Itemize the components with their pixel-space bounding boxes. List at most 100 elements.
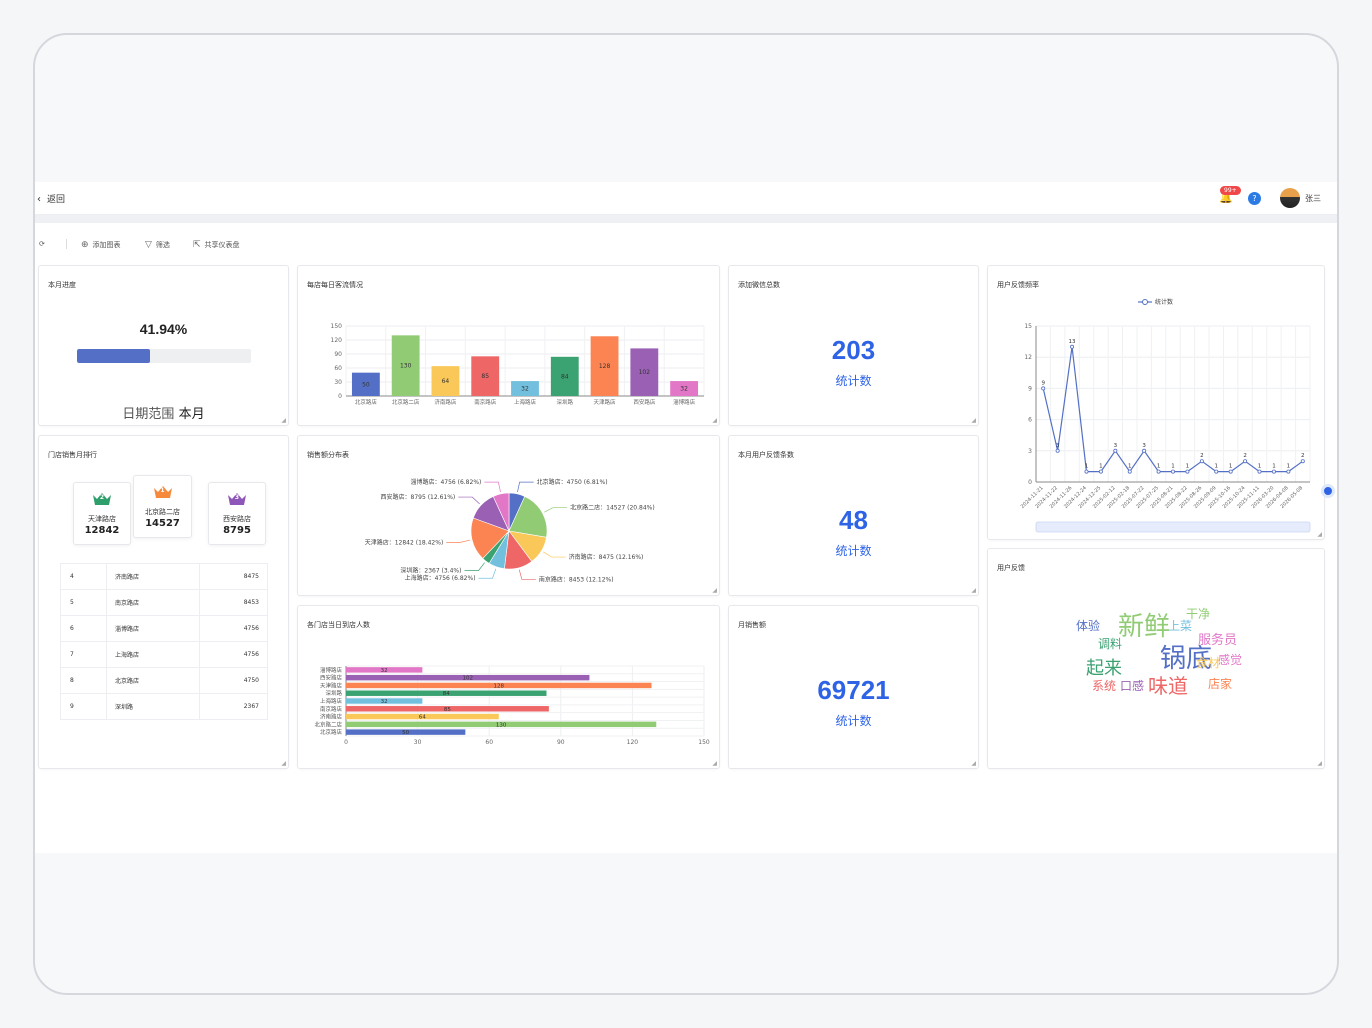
daily-traffic-card: 每店每日客流情况 0 30 60 90 120 150 50 北京路店 130 北京路二店 64 济南… — [297, 265, 720, 426]
data-label: 1 — [1272, 464, 1276, 470]
filter-button[interactable]: ▽ 筛选 — [145, 240, 170, 250]
card-title: 门店销售月排行 — [48, 451, 97, 459]
table-row: 9 深圳路 2367 — [60, 693, 269, 720]
bar-value-label: 102 — [462, 676, 473, 682]
word-cloud: 新鲜 锅底 味道 起来 服务员 调料 体验 干净 上菜 食材 感觉 店家 系统 口感 — [1058, 594, 1268, 744]
progress-fill — [77, 349, 150, 363]
bar — [346, 706, 549, 712]
bar-value-label: 32 — [680, 386, 688, 393]
filter-label: 筛选 — [155, 241, 170, 249]
pie-label: 南京路店：8453 (12.12%) — [539, 575, 614, 583]
x-tick-label: 60 — [485, 739, 493, 746]
card-title: 每店每日客流情况 — [307, 281, 363, 289]
word: 新鲜 — [1118, 612, 1171, 642]
resize-handle[interactable]: ◢ — [971, 417, 976, 424]
word: 上菜 — [1168, 619, 1193, 633]
y-tick-label: 150 — [331, 323, 343, 330]
data-point — [1286, 469, 1291, 474]
resize-handle[interactable]: ◢ — [281, 417, 286, 424]
rank-number: 1 — [160, 487, 165, 494]
pie-label: 天津路店：12842 (18.42%) — [365, 538, 444, 546]
resize-handle[interactable]: ◢ — [712, 587, 717, 594]
x-tick-label: 南京路店 — [474, 398, 497, 406]
data-point — [1170, 469, 1175, 474]
resize-handle[interactable]: ◢ — [1317, 531, 1322, 538]
resize-handle[interactable]: ◢ — [971, 760, 976, 767]
table-row: 6 淄博路店 4756 — [60, 615, 269, 642]
table-row: 5 南京路店 8453 — [60, 589, 269, 616]
resize-handle[interactable]: ◢ — [712, 417, 717, 424]
store-name-cell: 北京路店 — [106, 667, 200, 694]
bar — [471, 356, 500, 396]
notification-badge: 99+ — [1220, 186, 1241, 195]
y-tick-label: 6 — [1028, 417, 1032, 424]
resize-handle[interactable]: ◢ — [281, 760, 286, 767]
month-feedback-card: 本月用户反馈条数 48 统计数 ◢ — [728, 435, 979, 596]
pie-label: 济南路店：8475 (12.16%) — [569, 553, 644, 561]
data-label: 13 — [1069, 339, 1076, 345]
x-tick-label: 北京路店 — [355, 398, 378, 406]
add-chart-button[interactable]: ⊕ 添加图表 — [81, 240, 121, 250]
x-tick-label: 济南路店 — [434, 398, 457, 406]
card-title: 添加微信总数 — [738, 281, 780, 289]
rank-cell: 5 — [60, 589, 107, 616]
add-chart-label: 添加图表 — [92, 241, 121, 249]
sales-cell: 8453 — [198, 589, 269, 616]
data-point — [1041, 386, 1046, 391]
bar — [630, 348, 659, 396]
x-tick-label: 30 — [414, 739, 422, 746]
share-dashboard-button[interactable]: ⇱ 共享仪表盘 — [193, 240, 240, 250]
bar-value-label: 50 — [362, 381, 370, 388]
card-title: 用户反馈 — [997, 564, 1025, 572]
resize-handle[interactable]: ◢ — [712, 760, 717, 767]
pie-label-line — [446, 539, 471, 543]
word: 系统 — [1092, 679, 1117, 693]
rank-table: 4 济南路店 8475 5 南京路店 8453 6 淄博路店 4756 7 上海路店 4756 8 北京路… — [60, 563, 269, 720]
bar — [511, 381, 539, 396]
toolbar: ⟳ ⊕ 添加图表 ▽ 筛选 ⇱ 共享仪表盘 — [35, 223, 1337, 263]
resize-handle[interactable]: ◢ — [971, 587, 976, 594]
data-label: 1 — [1128, 464, 1132, 470]
data-point — [1300, 459, 1305, 464]
monthly-sales-label: 统计数 — [835, 714, 872, 728]
resize-handle[interactable]: ◢ — [1317, 760, 1322, 767]
assistant-float-button[interactable] — [1321, 484, 1335, 498]
wechat-total-value: 203 — [831, 335, 876, 365]
data-point — [1098, 469, 1103, 474]
word: 调料 — [1098, 637, 1123, 651]
x-tick-label: 西安路店 — [633, 398, 656, 406]
data-point — [1271, 469, 1276, 474]
help-icon[interactable]: ? — [1248, 192, 1261, 205]
pie-label-line — [478, 568, 497, 579]
podium-card: 2 天津路店 12842 — [73, 482, 131, 545]
daily-visitors-chart: 0 30 60 90 120 150 50 北京路店 130 北京路二店 64 济南路店 85 南京路店 3… — [314, 665, 710, 746]
monthly-sales-value: 69721 — [817, 675, 890, 705]
pie-label-line — [542, 551, 566, 558]
bar-value-label: 85 — [444, 707, 451, 713]
rank-cell: 9 — [60, 693, 107, 720]
data-point — [1142, 448, 1147, 453]
back-button[interactable]: ‹ 返回 — [37, 192, 65, 205]
filter-icon: ▽ — [145, 240, 152, 250]
avatar[interactable] — [1280, 188, 1300, 208]
card-title: 各门店当日到店人数 — [307, 621, 370, 629]
card-title: 本月用户反馈条数 — [738, 451, 794, 459]
word: 食材 — [1196, 656, 1221, 670]
bar-value-label: 130 — [496, 722, 507, 728]
data-point — [1257, 469, 1262, 474]
refresh-icon[interactable]: ⟳ — [39, 240, 45, 248]
data-label: 3 — [1142, 443, 1146, 449]
progress-track — [77, 349, 251, 363]
x-tick-label: 天津路店 — [594, 398, 617, 406]
data-label: 1 — [1287, 464, 1291, 470]
data-label: 1 — [1157, 464, 1161, 470]
data-point — [1185, 469, 1190, 474]
bar — [346, 667, 423, 673]
user-name[interactable]: 张三 — [1305, 194, 1321, 203]
bar-value-label: 128 — [599, 363, 611, 370]
bar-value-label: 32 — [381, 668, 388, 674]
x-tick-label: 淄博路店 — [673, 398, 696, 406]
word: 起来 — [1086, 658, 1122, 679]
x-tick-label: 上海路店 — [514, 398, 537, 406]
pie-slice — [492, 492, 510, 532]
